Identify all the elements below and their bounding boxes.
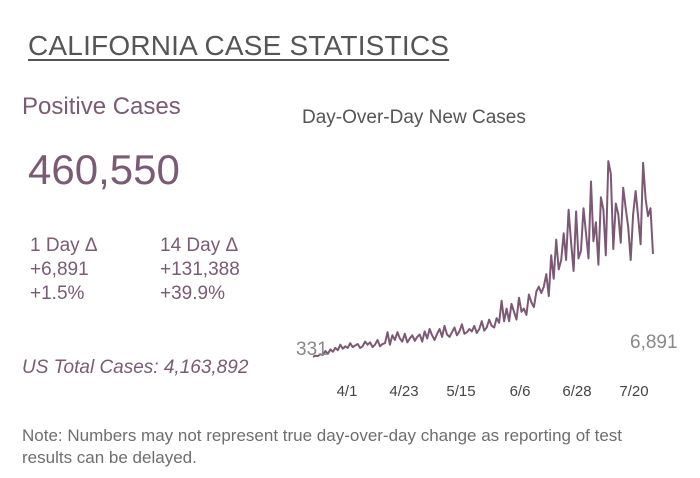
positive-cases-label: Positive Cases [22, 93, 181, 120]
x-tick-label: 6/6 [510, 383, 531, 400]
chart-line-group [312, 160, 654, 358]
x-tick-label: 5/15 [446, 383, 475, 400]
fourteen-day-delta: 14 Day Δ +131,388 +39.9% [160, 234, 240, 306]
one-day-delta-abs: +6,891 [30, 259, 89, 280]
chart-end-label: 6,891 [630, 332, 678, 353]
x-tick-label: 6/28 [562, 383, 591, 400]
x-axis-ticks: 4/1 4/23 5/15 6/6 6/28 7/20 [337, 383, 649, 400]
one-day-delta: 1 Day Δ +6,891 +1.5% [30, 234, 98, 306]
x-tick-label: 4/23 [389, 383, 418, 400]
chart-start-label: 331 [296, 339, 328, 360]
series-line [312, 160, 654, 358]
one-day-delta-pct: +1.5% [30, 283, 85, 304]
page-title: CALIFORNIA CASE STATISTICS [28, 30, 450, 61]
x-tick-label: 4/1 [337, 383, 358, 400]
fourteen-day-delta-label: 14 Day Δ [160, 235, 239, 256]
one-day-delta-label: 1 Day Δ [30, 235, 98, 256]
positive-cases-value: 460,550 [28, 146, 180, 193]
us-total-cases: US Total Cases: 4,163,892 [22, 357, 249, 378]
fourteen-day-delta-abs: +131,388 [160, 259, 240, 280]
x-tick-label: 7/20 [619, 383, 648, 400]
fourteen-day-delta-pct: +39.9% [160, 283, 225, 304]
disclaimer-note: Note: Numbers may not represent true day… [22, 426, 623, 467]
chart-title: Day-Over-Day New Cases [302, 107, 526, 128]
